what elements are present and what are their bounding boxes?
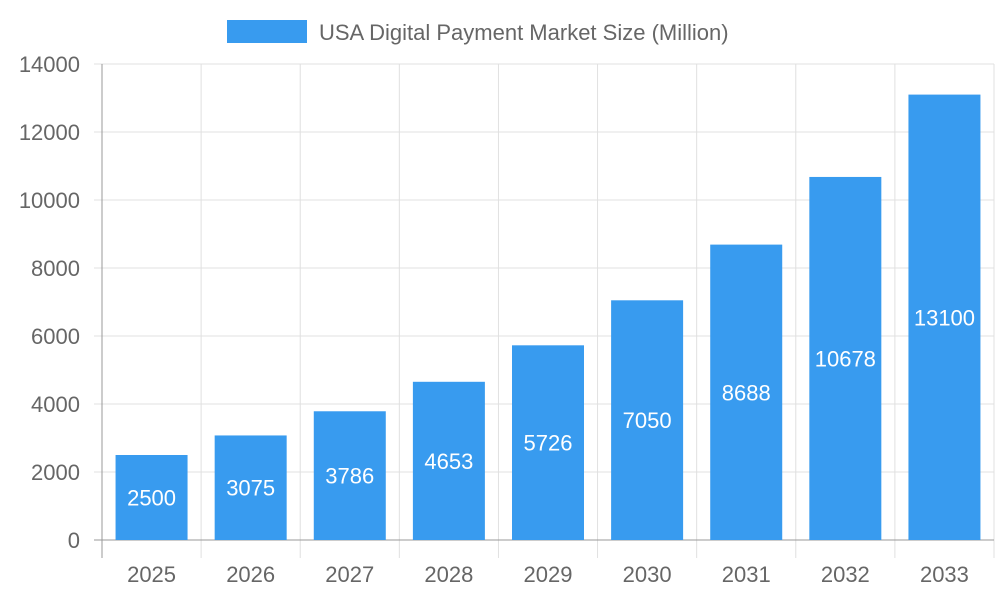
x-tick-label: 2029 — [524, 562, 573, 587]
data-label: 3786 — [325, 464, 374, 489]
x-tick-label: 2033 — [920, 562, 969, 587]
x-tick-label: 2026 — [226, 562, 275, 587]
x-tick-label: 2032 — [821, 562, 870, 587]
data-label: 4653 — [424, 449, 473, 474]
bar — [611, 300, 684, 540]
data-label: 10678 — [815, 346, 876, 371]
y-tick-label: 12000 — [19, 120, 80, 145]
bar — [313, 411, 386, 540]
x-tick-label: 2027 — [325, 562, 374, 587]
legend-swatch — [227, 20, 307, 43]
bar — [710, 244, 783, 540]
y-tick-label: 2000 — [31, 460, 80, 485]
bar — [214, 435, 287, 540]
data-label: 7050 — [623, 408, 672, 433]
y-tick-label: 14000 — [19, 52, 80, 77]
legend-label: USA Digital Payment Market Size (Million… — [319, 20, 729, 45]
bar — [908, 94, 981, 540]
data-label: 8688 — [722, 380, 771, 405]
bar — [512, 345, 584, 540]
x-tick-label: 2031 — [722, 562, 771, 587]
y-tick-label: 0 — [68, 528, 80, 553]
data-label: 13100 — [914, 305, 975, 330]
legend[interactable]: USA Digital Payment Market Size (Million… — [227, 20, 729, 45]
bar — [809, 176, 882, 540]
bar — [115, 455, 188, 540]
y-tick-label: 6000 — [31, 324, 80, 349]
bar — [412, 381, 485, 540]
y-tick-label: 4000 — [31, 392, 80, 417]
x-tick-label: 2030 — [623, 562, 672, 587]
x-tick-label: 2025 — [127, 562, 176, 587]
y-tick-label: 10000 — [19, 188, 80, 213]
data-label: 3075 — [226, 476, 275, 501]
data-label: 5726 — [524, 431, 573, 456]
data-label: 2500 — [127, 486, 176, 511]
x-tick-label: 2028 — [424, 562, 473, 587]
y-tick-label: 8000 — [31, 256, 80, 281]
